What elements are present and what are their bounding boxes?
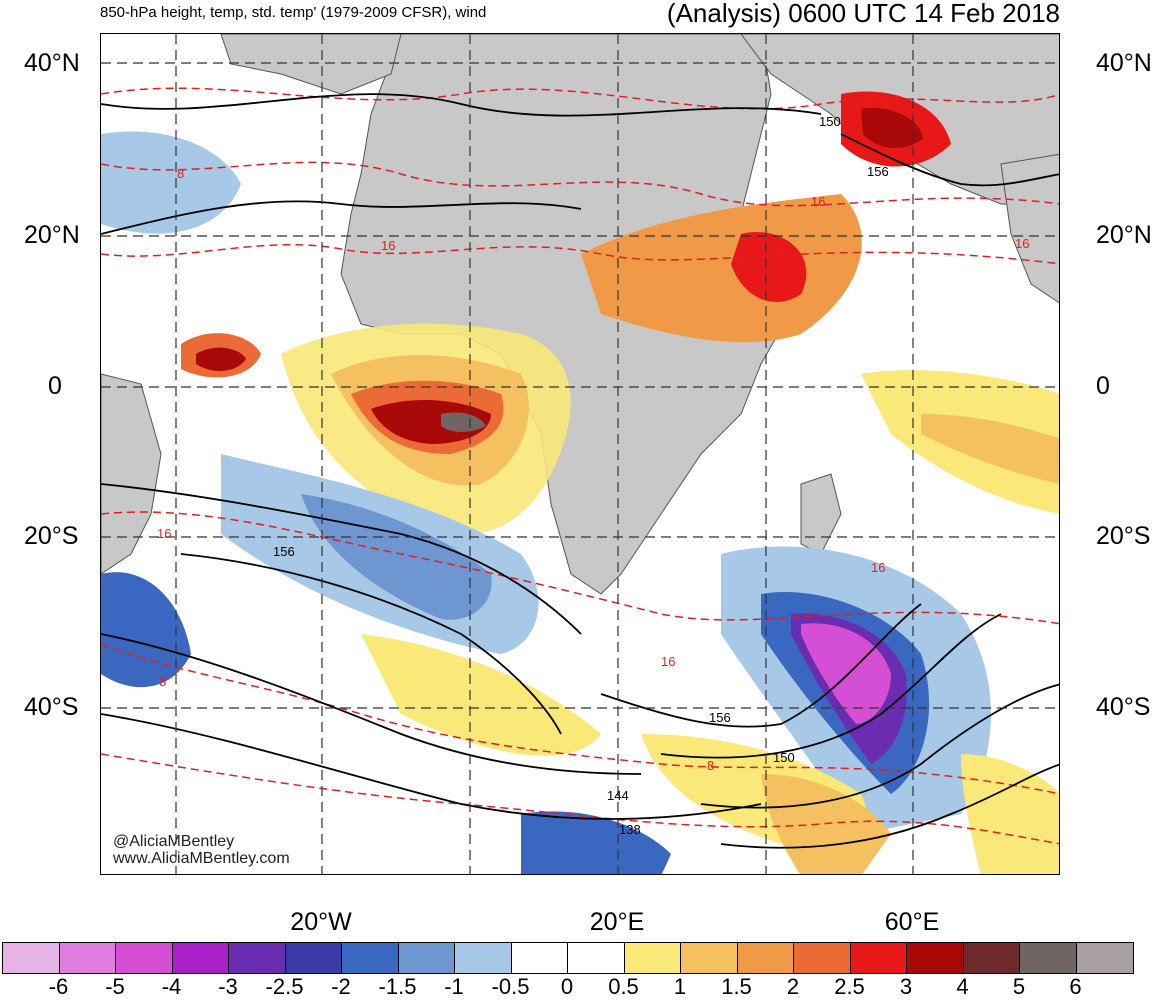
height-label: 138 bbox=[619, 822, 641, 837]
temperature-label: 8 bbox=[707, 758, 714, 773]
lat-label-right-40s: 40°S bbox=[1096, 693, 1151, 721]
temperature-label: 16 bbox=[1015, 236, 1029, 251]
lat-label-right-40n: 40°N bbox=[1096, 49, 1152, 77]
height-label: 144 bbox=[607, 788, 629, 803]
colorbar-swatch bbox=[568, 943, 625, 973]
colorbar-swatch bbox=[511, 943, 568, 973]
temperature-label: 16 bbox=[157, 526, 171, 541]
colorbar-swatch bbox=[398, 943, 455, 973]
analysis-time-title: (Analysis) 0600 UTC 14 Feb 2018 bbox=[666, 0, 1060, 28]
lon-label-20e: 20°E bbox=[589, 908, 645, 936]
colorbar-label: 0.5 bbox=[608, 974, 639, 999]
map-panel: 150 156 156 156 150 144 138 8 16 16 16 1… bbox=[100, 33, 1060, 875]
lat-lon-grid bbox=[101, 34, 1059, 874]
colorbar-label: -2.5 bbox=[265, 974, 304, 999]
colorbar-swatch bbox=[59, 943, 116, 973]
lat-label-left-20n: 20°N bbox=[24, 221, 80, 249]
temperature-label: 8 bbox=[177, 166, 184, 181]
colorbar-label: -6 bbox=[48, 974, 69, 999]
temperature-label: 16 bbox=[811, 194, 825, 209]
south-america-landmass bbox=[101, 373, 162, 575]
colorbar-label: 3 bbox=[899, 974, 913, 999]
madagascar-landmass bbox=[800, 473, 842, 555]
lat-label-left-40s: 40°S bbox=[24, 693, 79, 721]
positive-anomaly-arabia bbox=[581, 194, 862, 343]
colorbar-swatch bbox=[624, 943, 681, 973]
height-label: 150 bbox=[819, 114, 841, 129]
strongest-negative-core bbox=[801, 623, 891, 724]
colorbar-swatch bbox=[116, 943, 173, 973]
colorbar-label: 1.5 bbox=[721, 974, 752, 999]
temperature-label: 16 bbox=[871, 560, 885, 575]
temperature-label: 8 bbox=[159, 674, 166, 689]
colorbar-swatch bbox=[850, 943, 907, 973]
colorbar-swatch bbox=[907, 943, 964, 973]
colorbar-label: -0.5 bbox=[491, 974, 530, 999]
lat-label-right-20n: 20°N bbox=[1096, 221, 1152, 249]
colorbar-swatch bbox=[1076, 943, 1133, 973]
colorbar-label: -1 bbox=[444, 974, 464, 999]
colorbar-label: -2 bbox=[331, 974, 351, 999]
height-label: 156 bbox=[273, 544, 295, 559]
map-graphic: 150 156 156 156 150 144 138 8 16 16 16 1… bbox=[101, 34, 1059, 874]
colorbar-swatch bbox=[3, 943, 60, 973]
colorbar-labels: -6 -5 -4 -3 -2.5 -2 -1.5 -1 -0.5 0 0.5 1 1.5 2 2.5 3 4 5 6 bbox=[0, 974, 1160, 999]
height-contours bbox=[101, 93, 1059, 849]
colorbar-swatch bbox=[229, 943, 286, 973]
lon-label-20w: 20°W bbox=[290, 908, 352, 936]
lat-label-right-20s: 20°S bbox=[1096, 522, 1151, 550]
colorbar-label: 2 bbox=[786, 974, 800, 999]
colorbar-label: -5 bbox=[105, 974, 125, 999]
lat-label-left-40n: 40°N bbox=[24, 49, 80, 77]
colorbar-swatch bbox=[963, 943, 1020, 973]
negative-anomaly-west bbox=[101, 572, 191, 688]
map-title: 850-hPa height, temp, std. temp' (1979-2… bbox=[100, 4, 487, 21]
colorbar-swatch bbox=[455, 943, 512, 973]
colorbar-label: 2.5 bbox=[834, 974, 865, 999]
temperature-contour-labels: 8 16 16 16 16 16 16 8 8 bbox=[157, 166, 1029, 773]
lat-label-right-0: 0 bbox=[1096, 372, 1110, 400]
strong-anomaly-core bbox=[371, 399, 491, 444]
colorbar-swatch bbox=[794, 943, 851, 973]
height-label: 156 bbox=[709, 710, 731, 725]
colorbar-swatch bbox=[172, 943, 229, 973]
colorbar-label: 5 bbox=[1012, 974, 1026, 999]
height-label: 150 bbox=[773, 750, 795, 765]
colorbar-swatch bbox=[681, 943, 738, 973]
colorbar-label: -3 bbox=[218, 974, 238, 999]
lat-label-left-0: 0 bbox=[48, 372, 62, 400]
colorbar-swatch bbox=[342, 943, 399, 973]
credit-website: www.AliciaMBentley.com bbox=[113, 850, 290, 868]
temperature-label: 16 bbox=[381, 238, 395, 253]
colorbar-swatch bbox=[1020, 943, 1077, 973]
anomaly-colorbar bbox=[2, 942, 1134, 974]
height-label: 156 bbox=[867, 164, 889, 179]
colorbar-label: 6 bbox=[1069, 974, 1082, 999]
colorbar-label: 0 bbox=[560, 974, 574, 999]
credit-handle: @AliciaMBentley bbox=[113, 833, 235, 851]
colorbar-swatch bbox=[285, 943, 342, 973]
colorbar-label: 1 bbox=[673, 974, 687, 999]
lat-label-left-20s: 20°S bbox=[24, 522, 79, 550]
india-landmass bbox=[1000, 153, 1059, 304]
colorbar-label: -4 bbox=[161, 974, 182, 999]
temperature-label: 16 bbox=[661, 654, 675, 669]
europe-landmass bbox=[220, 34, 402, 95]
colorbar-label: 4 bbox=[956, 974, 969, 999]
colorbar-label: -1.5 bbox=[378, 974, 417, 999]
height-contour-labels: 150 156 156 156 150 144 138 bbox=[273, 114, 889, 837]
lon-label-60e: 60°E bbox=[884, 908, 940, 936]
colorbar-swatch bbox=[737, 943, 794, 973]
map-credit: @AliciaMBentley www.AliciaMBentley.com bbox=[113, 834, 290, 868]
